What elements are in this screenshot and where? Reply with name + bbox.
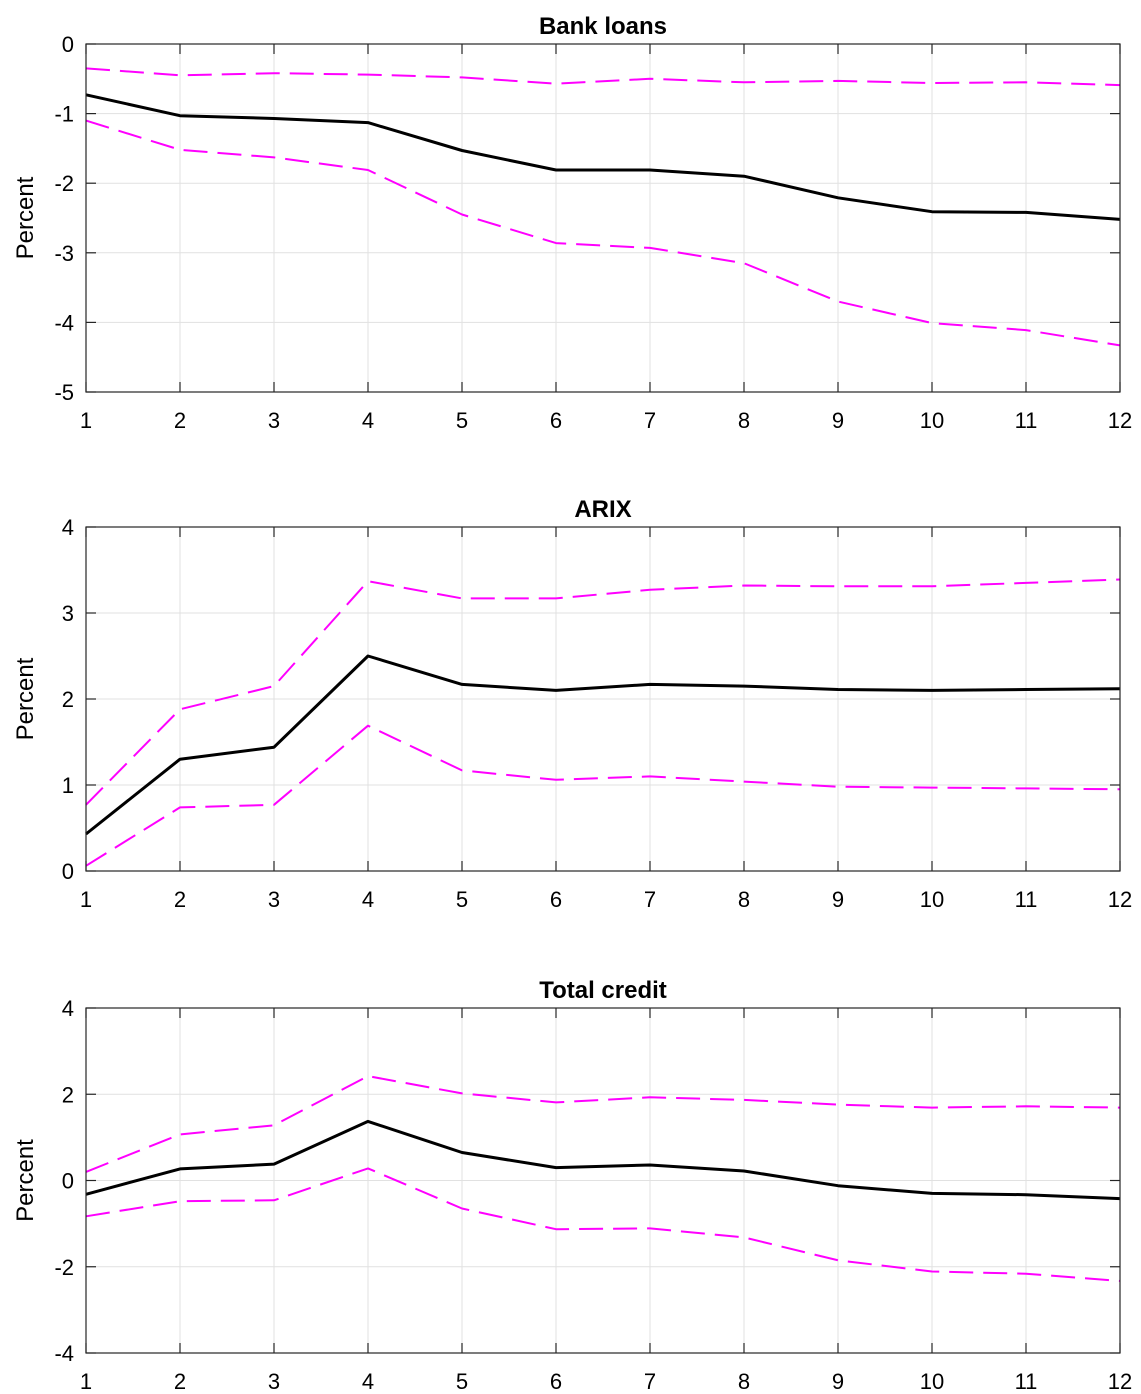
arix-x-tick-label: 5 — [456, 887, 468, 912]
total-credit-y-tick-label: 0 — [62, 1169, 74, 1194]
bank-loans-y-axis-label: Percent — [12, 176, 39, 259]
arix-x-tick-label: 12 — [1108, 887, 1132, 912]
arix-x-tick-label: 9 — [832, 887, 844, 912]
arix-x-tick-label: 8 — [738, 887, 750, 912]
total-credit-y-tick-label: -4 — [54, 1341, 74, 1366]
arix-upper-band-line — [85, 578, 1121, 806]
bank-loans-y-tick-label: -3 — [54, 241, 74, 266]
bank-loans-x-tick-label: 11 — [1015, 408, 1038, 433]
total-credit-x-tick-label: 11 — [1015, 1369, 1038, 1394]
total-credit-x-tick-label: 10 — [920, 1369, 944, 1394]
arix-x-tick-label: 6 — [550, 887, 562, 912]
bank-loans-x-tick-label: 2 — [174, 408, 186, 433]
bank-loans-x-tick-label: 7 — [644, 408, 656, 433]
bank-loans-y-tick-label: -2 — [54, 171, 74, 196]
bank-loans-y-tick-label: -5 — [54, 380, 74, 405]
bank-loans-plot-area — [86, 44, 1120, 392]
total-credit-y-tick-label: -2 — [54, 1255, 74, 1280]
bank-loans-y-tick-label: -4 — [54, 310, 74, 335]
arix-x-tick-label: 7 — [644, 887, 656, 912]
bank-loans-x-tick-label: 1 — [80, 408, 92, 433]
bank-loans-lower-band-line — [85, 119, 1121, 347]
bank-loans-x-tick-label: 4 — [362, 408, 374, 433]
total-credit-x-tick-label: 2 — [174, 1369, 186, 1394]
bank-loans-y-tick-label: 0 — [62, 32, 74, 57]
arix-x-tick-label: 10 — [920, 887, 944, 912]
arix-title: ARIX — [574, 496, 631, 523]
bank-loans-x-tick-label: 6 — [550, 408, 562, 433]
arix-y-tick-label: 1 — [62, 773, 74, 798]
arix-y-tick-label: 2 — [62, 687, 74, 712]
total-credit-estimate-line — [85, 1119, 1121, 1201]
arix-y-tick-label: 3 — [62, 601, 74, 626]
total-credit-x-tick-label: 6 — [550, 1369, 562, 1394]
arix-y-tick-label: 4 — [62, 515, 74, 540]
bank-loans-x-tick-label: 5 — [456, 408, 468, 433]
total-credit-x-tick-label: 1 — [80, 1369, 92, 1394]
total-credit-x-tick-label: 9 — [832, 1369, 844, 1394]
bank-loans-x-tick-label: 8 — [738, 408, 750, 433]
total-credit-y-tick-label: 4 — [62, 996, 74, 1021]
arix-y-axis-label: Percent — [12, 657, 39, 740]
arix-x-tick-label: 1 — [80, 887, 92, 912]
total-credit-y-tick-label: 2 — [62, 1082, 74, 1107]
arix-x-tick-label: 3 — [268, 887, 280, 912]
total-credit-lower-band-line — [85, 1167, 1121, 1282]
total-credit-x-tick-label: 8 — [738, 1369, 750, 1394]
bank-loans-y-tick-label: -1 — [54, 102, 74, 127]
arix-lower-band-line — [85, 724, 1121, 867]
bank-loans-x-tick-label: 10 — [920, 408, 944, 433]
total-credit-title: Total credit — [539, 977, 667, 1004]
arix-y-tick-label: 0 — [62, 859, 74, 884]
total-credit-x-tick-label: 5 — [456, 1369, 468, 1394]
bank-loans-x-tick-label: 3 — [268, 408, 280, 433]
bank-loans-axes-box — [85, 43, 1121, 393]
arix-estimate-line — [85, 654, 1121, 836]
arix-x-tick-label: 2 — [174, 887, 186, 912]
total-credit-upper-band-line — [85, 1075, 1121, 1173]
bank-loans-title: Bank loans — [539, 13, 667, 40]
bank-loans-x-tick-label: 12 — [1108, 408, 1132, 433]
total-credit-x-tick-label: 12 — [1108, 1369, 1132, 1394]
total-credit-y-axis-label: Percent — [12, 1139, 39, 1222]
arix-x-tick-label: 11 — [1015, 887, 1038, 912]
total-credit-x-tick-label: 4 — [362, 1369, 374, 1394]
bank-loans-estimate-line — [85, 93, 1121, 221]
bank-loans-x-tick-label: 9 — [832, 408, 844, 433]
total-credit-x-tick-label: 3 — [268, 1369, 280, 1394]
bank-loans-upper-band-line — [85, 67, 1121, 87]
total-credit-x-tick-label: 7 — [644, 1369, 656, 1394]
arix-x-tick-label: 4 — [362, 887, 374, 912]
